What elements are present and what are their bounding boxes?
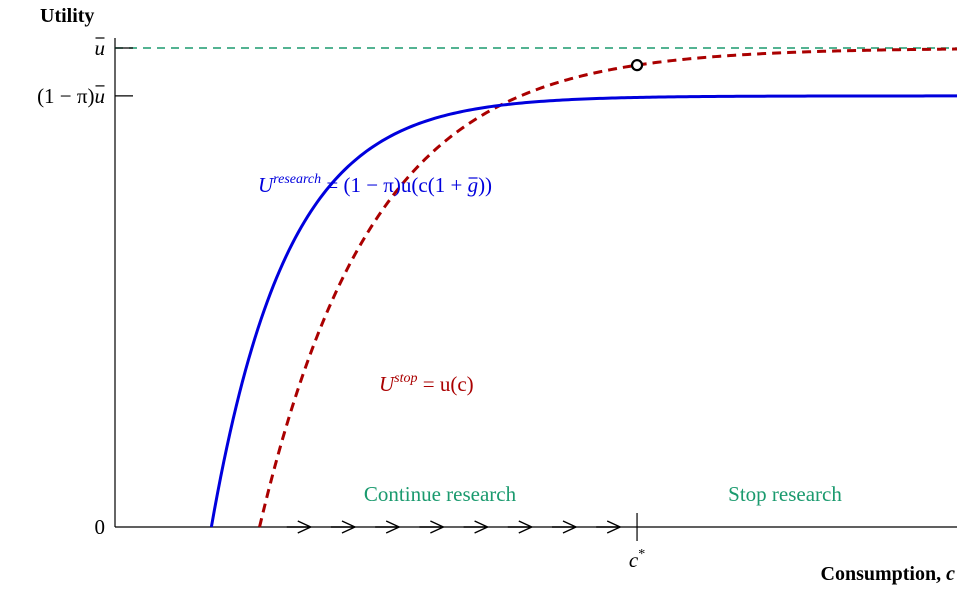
- marks: [286, 59, 644, 534]
- series-stop-label: Ustop = u(c): [379, 371, 474, 396]
- y-tick-label-2: 0: [95, 515, 106, 539]
- flow-arrow-3: [419, 520, 446, 534]
- y-tick-label-0: u: [95, 36, 106, 60]
- series-stop-line: [258, 47, 958, 528]
- series-research-line: [209, 94, 957, 528]
- curves: [209, 47, 958, 528]
- crossing-point: [630, 59, 644, 72]
- flow-arrow-7: [596, 520, 622, 534]
- axes: [114, 38, 957, 541]
- labels: u (1 − π)u 0 c* Utility Consumption, c Uresear…: [37, 5, 955, 585]
- x-tick-label-cstar: c*: [629, 547, 645, 572]
- region-continue-label: Continue research: [364, 482, 517, 506]
- region-stop-label: Stop research: [728, 482, 842, 506]
- flow-arrow-4: [463, 520, 490, 534]
- series-research-label: Uresearch = (1 − π)u(c(1 + g)): [258, 172, 492, 197]
- y-axis-label: Utility: [40, 5, 94, 27]
- flow-arrow-2: [375, 520, 401, 534]
- y-tick-label-1: (1 − π)u: [37, 84, 105, 108]
- flow-arrow-1: [330, 520, 357, 534]
- flow-arrow-0: [286, 520, 313, 534]
- flow-arrow-5: [507, 520, 534, 534]
- flow-arrow-6: [551, 520, 578, 534]
- x-axis-label: Consumption, c: [821, 563, 956, 585]
